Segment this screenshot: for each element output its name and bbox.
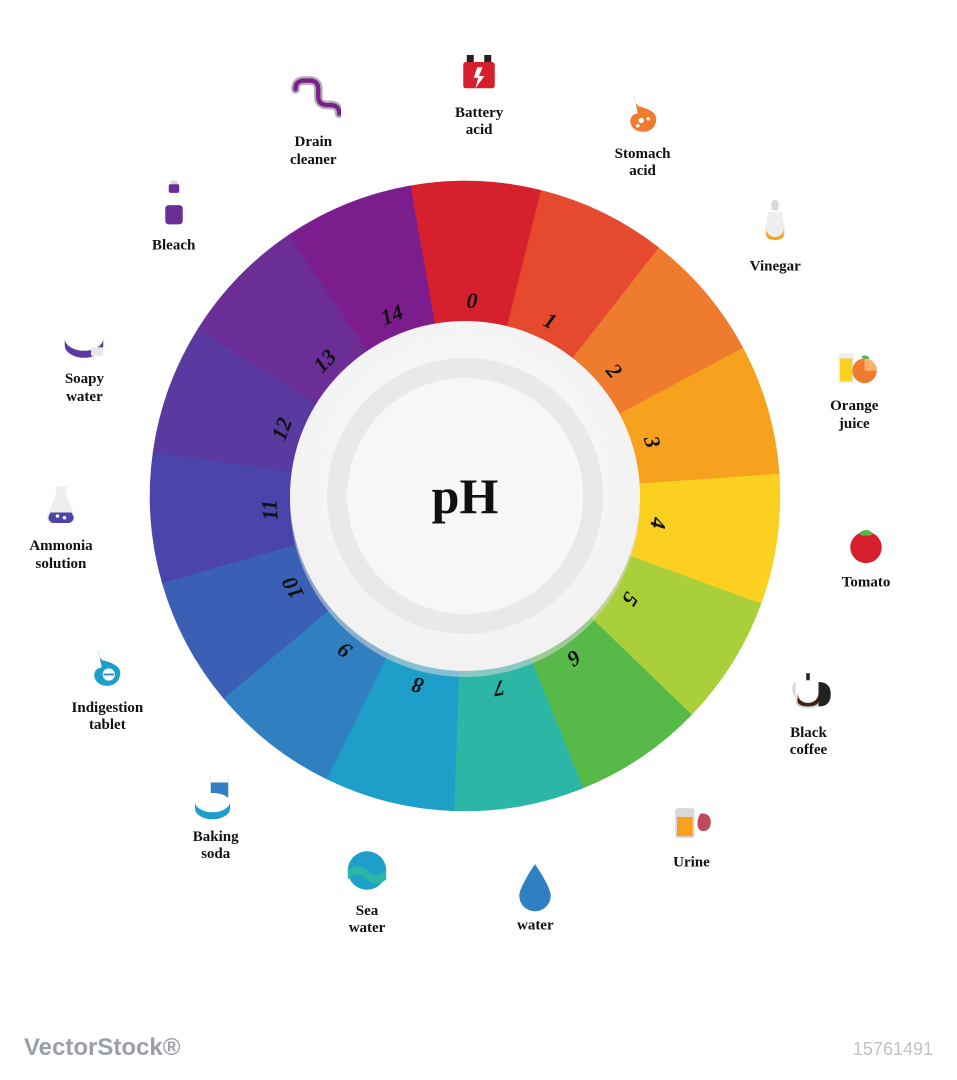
ph-item-6: Urine bbox=[626, 792, 756, 871]
ph-item-2: Vinegar bbox=[710, 196, 840, 275]
ph-item-label-13: Bleach bbox=[109, 237, 239, 254]
sea-icon bbox=[339, 841, 395, 897]
drain-icon-wrap bbox=[248, 72, 378, 128]
indigestion-icon bbox=[79, 638, 135, 694]
battery-icon-wrap bbox=[414, 43, 544, 99]
ph-item-13: Bleach bbox=[109, 175, 239, 254]
ph-item-3: Orange juice bbox=[789, 336, 919, 433]
ph-item-label-3: Orange juice bbox=[789, 398, 919, 433]
orange-icon-wrap bbox=[789, 336, 919, 392]
ph-item-12: Soapy water bbox=[19, 309, 149, 406]
baking-icon-wrap bbox=[151, 767, 281, 823]
ph-item-label-10: Indigestion tablet bbox=[42, 700, 172, 735]
watermark-brand: VectorStock® bbox=[24, 1034, 180, 1062]
ph-item-0: Battery acid bbox=[414, 43, 544, 140]
water-icon bbox=[507, 855, 563, 911]
ph-item-label-4: Tomato bbox=[801, 575, 931, 592]
ph-number-0: 0 bbox=[466, 288, 478, 314]
bleach-icon-wrap bbox=[109, 175, 239, 231]
ph-item-9: Baking soda bbox=[151, 767, 281, 864]
ph-item-11: Ammonia solution bbox=[0, 476, 126, 573]
ph-item-1: Stomach acid bbox=[578, 84, 708, 181]
drain-icon bbox=[285, 72, 341, 128]
baking-icon bbox=[188, 767, 244, 823]
tomato-icon bbox=[838, 513, 894, 569]
soapy-icon-wrap bbox=[19, 309, 149, 365]
urine-icon bbox=[663, 792, 719, 848]
stomach-icon bbox=[615, 84, 671, 140]
ammonia-icon-wrap bbox=[0, 476, 126, 532]
coffee-icon bbox=[780, 662, 836, 718]
bleach-icon bbox=[146, 175, 202, 231]
ph-item-7: water bbox=[470, 855, 600, 934]
ph-item-label-11: Ammonia solution bbox=[0, 538, 126, 573]
ph-item-label-1: Stomach acid bbox=[578, 146, 708, 181]
coffee-icon-wrap bbox=[743, 662, 873, 718]
stomach-icon-wrap bbox=[578, 84, 708, 140]
ph-item-4: Tomato bbox=[801, 513, 931, 592]
ph-item-label-8: Sea water bbox=[302, 903, 432, 938]
ph-item-14: Drain cleaner bbox=[248, 72, 378, 169]
indigestion-icon-wrap bbox=[42, 638, 172, 694]
battery-icon bbox=[451, 43, 507, 99]
ph-item-label-7: water bbox=[470, 917, 600, 934]
ph-item-label-0: Battery acid bbox=[414, 105, 544, 140]
ph-item-label-6: Urine bbox=[626, 854, 756, 871]
orange-icon bbox=[826, 336, 882, 392]
tomato-icon-wrap bbox=[801, 513, 931, 569]
ph-scale-infographic: pH01234567891011121314Battery acidStomac… bbox=[0, 0, 957, 1080]
water-icon-wrap bbox=[470, 855, 600, 911]
sea-icon-wrap bbox=[302, 841, 432, 897]
soapy-icon bbox=[56, 309, 112, 365]
vinegar-icon bbox=[747, 196, 803, 252]
center-ph-label: pH bbox=[432, 467, 499, 525]
urine-icon-wrap bbox=[626, 792, 756, 848]
ph-number-11: 11 bbox=[257, 498, 284, 521]
ph-item-label-14: Drain cleaner bbox=[248, 134, 378, 169]
ph-item-10: Indigestion tablet bbox=[42, 638, 172, 735]
vinegar-icon-wrap bbox=[710, 196, 840, 252]
ph-item-5: Black coffee bbox=[743, 662, 873, 759]
ph-item-8: Sea water bbox=[302, 841, 432, 938]
ph-item-label-2: Vinegar bbox=[710, 258, 840, 275]
ammonia-icon bbox=[33, 476, 89, 532]
ph-item-label-9: Baking soda bbox=[151, 829, 281, 864]
watermark-id: 15761491 bbox=[853, 1039, 933, 1060]
ph-item-label-12: Soapy water bbox=[19, 371, 149, 406]
ph-item-label-5: Black coffee bbox=[743, 724, 873, 759]
